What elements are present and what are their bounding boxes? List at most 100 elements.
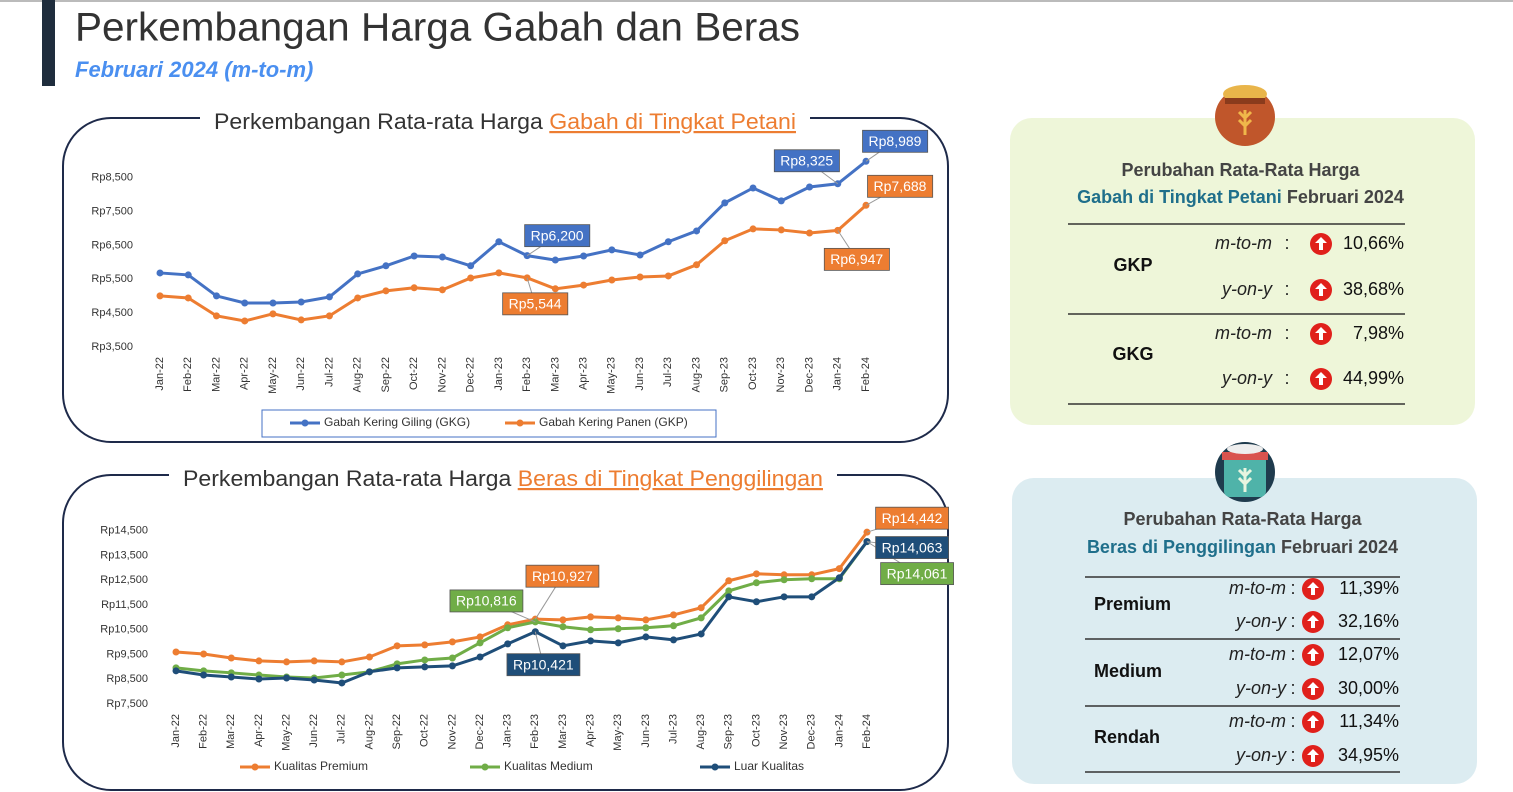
x-tick-label: Jan-22 xyxy=(154,357,166,391)
chart-title-bg xyxy=(169,465,837,491)
data-point xyxy=(354,270,362,278)
data-point xyxy=(697,614,705,622)
up-arrow xyxy=(1307,648,1319,661)
data-point xyxy=(365,668,373,676)
x-tick-label: Feb-24 xyxy=(860,357,872,392)
legend-label: Kualitas Premium xyxy=(274,759,368,773)
data-point xyxy=(725,577,733,585)
x-tick-label: Oct-22 xyxy=(408,357,420,390)
data-point xyxy=(806,183,814,191)
data-point xyxy=(227,654,235,662)
group-name: GKG xyxy=(1112,344,1153,364)
data-point xyxy=(721,237,729,245)
data-point xyxy=(325,293,333,301)
group-name: GKP xyxy=(1113,255,1152,275)
x-tick-label: Oct-23 xyxy=(747,357,759,390)
y-tick-label: Rp7,500 xyxy=(106,698,148,710)
data-point xyxy=(421,656,429,664)
data-point xyxy=(551,285,559,293)
value-label: Rp10,927 xyxy=(532,568,593,584)
panel-title-highlight: Beras di Penggilingan xyxy=(1087,537,1276,557)
data-point xyxy=(777,226,785,234)
data-point xyxy=(227,673,235,681)
data-point xyxy=(642,624,650,632)
data-point xyxy=(614,614,622,622)
legend-marker xyxy=(251,763,259,771)
y-tick-label: Rp11,500 xyxy=(101,599,148,611)
y-tick-label: Rp13,500 xyxy=(100,549,148,561)
data-point xyxy=(310,676,318,684)
data-point xyxy=(338,679,346,687)
separator: : xyxy=(1284,279,1289,299)
panel-bg xyxy=(1012,478,1477,784)
data-point xyxy=(393,642,401,650)
row-label: y-on-y xyxy=(1234,745,1287,765)
data-point xyxy=(664,238,672,246)
panel-title-highlight: Gabah di Tingkat Petani xyxy=(1077,187,1282,207)
row-label: m-to-m xyxy=(1215,323,1272,343)
data-point xyxy=(448,662,456,670)
value-label-box xyxy=(875,536,949,559)
chart-title: Perkembangan Rata-rata Harga Beras di Ti… xyxy=(183,466,823,491)
legend-marker xyxy=(711,763,719,771)
data-point xyxy=(808,593,816,601)
x-tick-label: Dec-22 xyxy=(474,714,486,749)
chart-title-main: Perkembangan Rata-rata Harga xyxy=(214,109,544,134)
data-point xyxy=(283,674,291,682)
data-point xyxy=(721,199,729,207)
data-point xyxy=(172,648,180,656)
x-tick-label: Jun-22 xyxy=(308,714,320,748)
panel-period: Februari 2024 xyxy=(1281,537,1398,557)
value-label-box xyxy=(502,292,569,316)
group-name: Medium xyxy=(1094,661,1162,681)
x-tick-label: Sep-23 xyxy=(723,714,735,749)
data-point xyxy=(749,184,757,192)
x-tick-label: Aug-22 xyxy=(352,357,364,392)
x-tick-label: May-22 xyxy=(267,357,279,394)
value-label-box xyxy=(524,224,591,248)
data-point xyxy=(255,657,263,665)
y-tick-label: Rp8,500 xyxy=(91,172,133,184)
data-point xyxy=(693,227,701,235)
x-tick-label: Apr-22 xyxy=(253,714,265,747)
x-tick-label: May-23 xyxy=(606,357,618,394)
series-line xyxy=(175,531,869,664)
page-title: Perkembangan Harga Gabah dan Beras xyxy=(75,6,800,50)
row-label: y-on-y xyxy=(1220,279,1273,299)
data-point xyxy=(614,639,622,647)
x-tick-label: Aug-22 xyxy=(363,714,375,749)
data-point xyxy=(382,287,390,295)
data-point xyxy=(835,565,843,573)
data-point xyxy=(310,657,318,665)
legend-marker xyxy=(516,419,524,427)
data-point xyxy=(325,312,333,320)
data-point xyxy=(752,579,760,587)
separator: : xyxy=(1290,711,1295,731)
data-point xyxy=(467,262,475,270)
up-arrow xyxy=(1307,715,1319,728)
row-label: m-to-m xyxy=(1229,644,1286,664)
separator: : xyxy=(1290,644,1295,664)
value-label-box xyxy=(867,174,934,198)
data-point xyxy=(241,299,249,307)
value-label: Rp6,947 xyxy=(830,251,883,267)
y-tick-label: Rp14,500 xyxy=(100,525,148,537)
value-label: Rp6,200 xyxy=(531,227,584,243)
value-label: Rp8,989 xyxy=(869,133,922,149)
row-value: 7,98% xyxy=(1353,323,1404,343)
series-line xyxy=(159,160,867,305)
x-tick-label: Nov-23 xyxy=(778,714,790,749)
chart-title-highlight: Beras di Tingkat Penggilingan xyxy=(518,466,823,491)
x-tick-label: Dec-22 xyxy=(465,357,477,392)
data-point xyxy=(172,667,180,675)
panel-title: Perubahan Rata-Rata Harga xyxy=(1123,509,1362,529)
data-point xyxy=(438,286,446,294)
x-tick-label: Apr-22 xyxy=(239,357,251,390)
panel-title: Perubahan Rata-Rata Harga xyxy=(1121,160,1360,180)
x-tick-label: Apr-23 xyxy=(585,714,597,747)
x-tick-label: Oct-22 xyxy=(419,714,431,747)
data-point xyxy=(255,675,263,683)
row-value: 11,34% xyxy=(1339,711,1399,731)
data-point xyxy=(587,613,595,621)
x-tick-label: Mar-22 xyxy=(225,714,237,749)
